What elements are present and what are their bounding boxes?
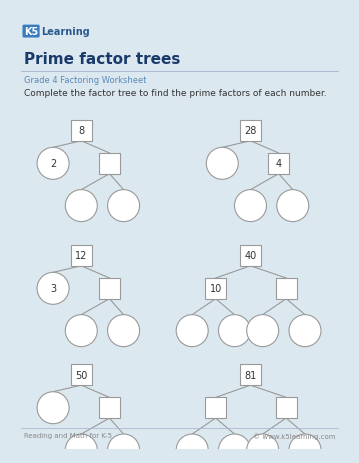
Ellipse shape bbox=[247, 315, 279, 347]
Text: Complete the factor tree to find the prime factors of each number.: Complete the factor tree to find the pri… bbox=[24, 89, 327, 98]
FancyBboxPatch shape bbox=[240, 365, 261, 385]
Text: Prime factor trees: Prime factor trees bbox=[24, 51, 180, 66]
Text: © www.k5learning.com: © www.k5learning.com bbox=[253, 432, 335, 439]
Ellipse shape bbox=[37, 392, 69, 424]
Ellipse shape bbox=[37, 273, 69, 305]
FancyBboxPatch shape bbox=[240, 121, 261, 142]
Text: 12: 12 bbox=[75, 251, 88, 261]
Text: Learning: Learning bbox=[41, 27, 90, 37]
Ellipse shape bbox=[65, 315, 97, 347]
Text: 50: 50 bbox=[75, 370, 88, 380]
Text: 8: 8 bbox=[78, 126, 84, 136]
FancyBboxPatch shape bbox=[276, 278, 297, 299]
Ellipse shape bbox=[108, 190, 140, 222]
Ellipse shape bbox=[65, 190, 97, 222]
Text: 28: 28 bbox=[244, 126, 257, 136]
FancyBboxPatch shape bbox=[71, 121, 92, 142]
Ellipse shape bbox=[289, 434, 321, 463]
Text: 81: 81 bbox=[244, 370, 257, 380]
Text: 3: 3 bbox=[50, 284, 56, 294]
FancyBboxPatch shape bbox=[205, 398, 226, 418]
Ellipse shape bbox=[247, 434, 279, 463]
Ellipse shape bbox=[176, 315, 208, 347]
Ellipse shape bbox=[108, 434, 140, 463]
FancyBboxPatch shape bbox=[99, 154, 120, 174]
Ellipse shape bbox=[206, 148, 238, 180]
Text: Reading and Math for K-5: Reading and Math for K-5 bbox=[24, 432, 112, 438]
Text: K5: K5 bbox=[24, 27, 38, 37]
Text: 4: 4 bbox=[276, 159, 282, 169]
FancyBboxPatch shape bbox=[71, 245, 92, 266]
Ellipse shape bbox=[289, 315, 321, 347]
FancyBboxPatch shape bbox=[240, 245, 261, 266]
Ellipse shape bbox=[219, 315, 251, 347]
Text: 2: 2 bbox=[50, 159, 56, 169]
Text: 10: 10 bbox=[210, 284, 222, 294]
FancyBboxPatch shape bbox=[99, 398, 120, 418]
FancyBboxPatch shape bbox=[71, 365, 92, 385]
Text: Grade 4 Factoring Worksheet: Grade 4 Factoring Worksheet bbox=[24, 76, 146, 85]
Ellipse shape bbox=[176, 434, 208, 463]
Ellipse shape bbox=[234, 190, 266, 222]
FancyBboxPatch shape bbox=[276, 398, 297, 418]
FancyBboxPatch shape bbox=[205, 278, 226, 299]
Ellipse shape bbox=[277, 190, 309, 222]
Ellipse shape bbox=[37, 148, 69, 180]
FancyBboxPatch shape bbox=[268, 154, 289, 174]
Ellipse shape bbox=[65, 434, 97, 463]
Ellipse shape bbox=[108, 315, 140, 347]
Ellipse shape bbox=[219, 434, 251, 463]
FancyBboxPatch shape bbox=[99, 278, 120, 299]
Text: 40: 40 bbox=[244, 251, 257, 261]
